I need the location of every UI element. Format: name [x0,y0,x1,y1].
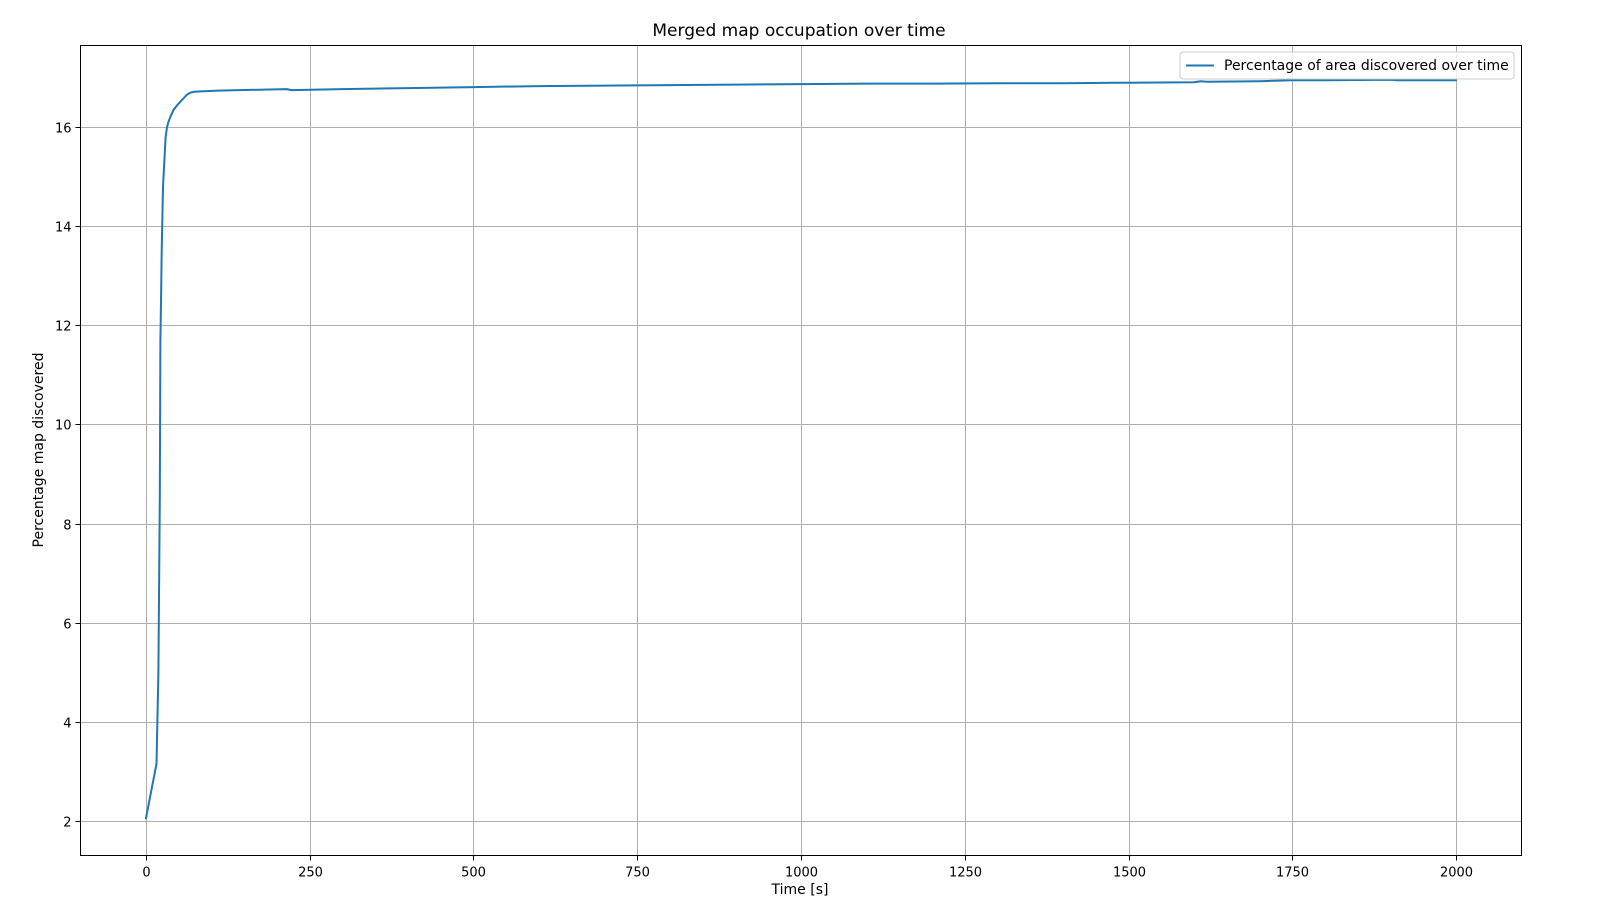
x-tick-label: 250 [298,866,323,881]
x-tick-label: 1250 [949,866,982,881]
x-axis-label: Time [s] [771,882,829,898]
y-tick-label: 12 [55,320,72,335]
axis-ticks: 0 250 500 750 1000 1250 1500 1750 2000 2 4 6 8 10 12 14… [55,122,1473,881]
y-tick-label: 14 [55,221,72,236]
x-tick-label: 750 [625,866,650,881]
y-tick-label: 16 [55,122,72,137]
legend-box [1179,51,1515,80]
y-axis-label: Percentage map discovered [31,353,47,548]
y-tick-label: 10 [55,419,72,434]
x-tick-label: 1750 [1276,866,1309,881]
y-tick-label: 8 [63,519,71,534]
grid-lines [80,45,1522,856]
y-tick-label: 6 [63,618,71,633]
x-tick-label: 1500 [1113,866,1146,881]
x-tick-label: 1000 [785,866,818,881]
y-tick-label: 2 [63,816,71,831]
legend: Percentage of area discovered over time [1179,51,1515,80]
chart-title: Merged map occupation over time [652,21,945,41]
x-tick-label: 500 [461,866,486,881]
series-line-0 [145,78,1457,820]
legend-label: Percentage of area discovered over time [1224,58,1509,74]
series-layer [145,78,1457,820]
x-tick-label: 2000 [1440,866,1473,881]
x-tick-label: 0 [142,866,150,881]
y-tick-label: 4 [63,717,71,732]
